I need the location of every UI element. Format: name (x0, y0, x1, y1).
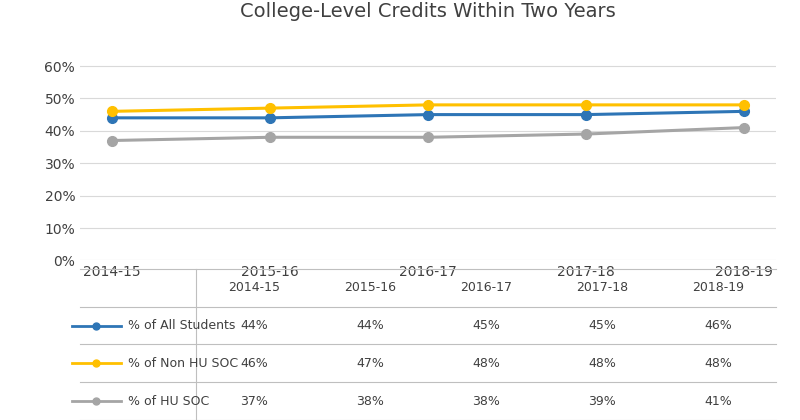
Text: % of Non HU SOC: % of Non HU SOC (127, 357, 238, 370)
Text: 38%: 38% (472, 395, 500, 407)
Text: 45%: 45% (588, 319, 616, 332)
Text: 48%: 48% (472, 357, 500, 370)
Text: 2015-16: 2015-16 (344, 281, 396, 294)
Text: 2016-17: 2016-17 (460, 281, 512, 294)
Text: 47%: 47% (356, 357, 384, 370)
Text: 2018-19: 2018-19 (692, 281, 744, 294)
Text: 39%: 39% (588, 395, 616, 407)
Text: 48%: 48% (704, 357, 732, 370)
Text: % of HU SOC: % of HU SOC (127, 395, 209, 407)
Text: 38%: 38% (356, 395, 384, 407)
Text: 44%: 44% (356, 319, 384, 332)
Text: 44%: 44% (240, 319, 268, 332)
Title: Percentage of Students Continuing to Enroll Through the First 45
College-Level C: Percentage of Students Continuing to Enr… (113, 0, 743, 21)
Text: 37%: 37% (240, 395, 268, 407)
Text: 45%: 45% (472, 319, 500, 332)
Text: 48%: 48% (588, 357, 616, 370)
Text: 2014-15: 2014-15 (228, 281, 280, 294)
Text: 46%: 46% (704, 319, 732, 332)
Text: 2017-18: 2017-18 (576, 281, 628, 294)
Text: 41%: 41% (704, 395, 732, 407)
Text: % of All Students: % of All Students (127, 319, 235, 332)
Text: 46%: 46% (240, 357, 268, 370)
